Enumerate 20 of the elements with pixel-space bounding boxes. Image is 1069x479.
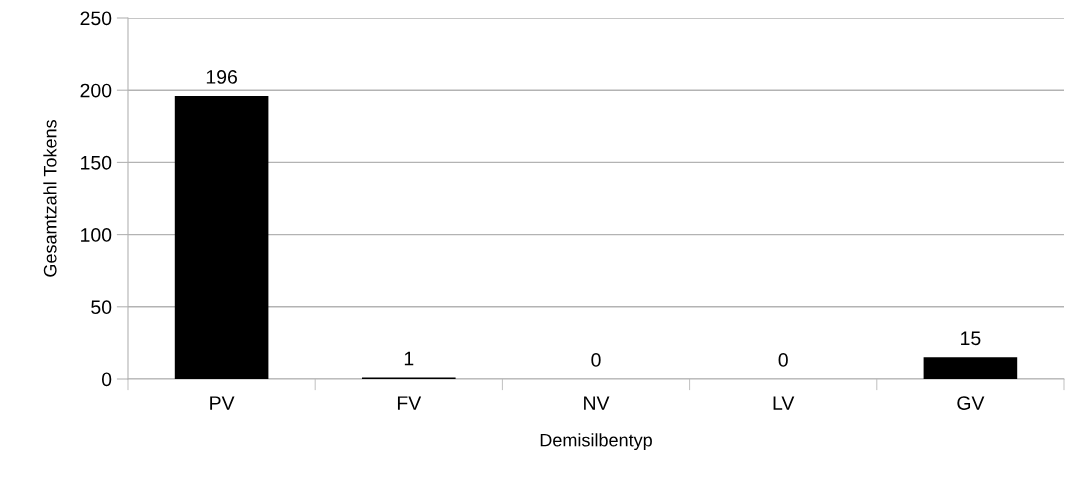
x-tick-label: GV: [957, 396, 985, 410]
x-tick-label: PV: [210, 396, 235, 410]
y-tick-label: 0: [101, 372, 112, 387]
y-tick-label: 250: [80, 11, 112, 26]
y-tick-label: 100: [81, 228, 112, 242]
y-tick-label: 150: [81, 155, 112, 170]
x-tick-label: NV: [584, 396, 610, 410]
x-tick-label: FV: [397, 396, 422, 410]
data-label: 15: [961, 331, 981, 346]
y-tick-label: 200: [80, 83, 112, 98]
data-label: 0: [591, 353, 601, 367]
data-label: 1: [404, 351, 414, 366]
y-axis-title: Gesamtzahl Tokens: [43, 120, 57, 277]
data-label: 0: [778, 353, 788, 367]
data-label: 196: [206, 70, 237, 84]
bar: [923, 357, 1018, 379]
x-tick-label: LV: [773, 396, 795, 410]
bar: [174, 95, 269, 379]
y-tick-label: 50: [91, 300, 112, 315]
x-axis-title: Demisilbentyp: [540, 433, 652, 451]
